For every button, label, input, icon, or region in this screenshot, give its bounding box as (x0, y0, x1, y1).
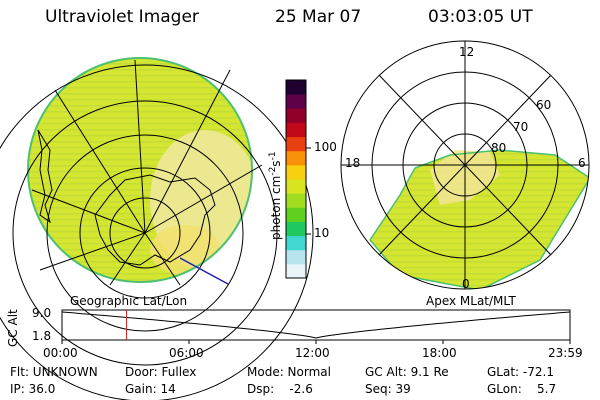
geo-auroral-image (28, 58, 252, 282)
apex-panel (340, 40, 590, 290)
apex-mlt-label-18: 18 (345, 156, 361, 170)
colorbar-band (286, 221, 306, 237)
colorbar-band (286, 122, 306, 138)
colorbar-band (286, 249, 306, 265)
altitude-plot-frame (61, 309, 571, 341)
time-label: 03:03:05 UT (428, 7, 533, 27)
colorbar-band (286, 164, 306, 180)
instrument-title: Ultraviolet Imager (45, 7, 199, 27)
info-door: Door: Fullex (125, 365, 197, 379)
info-glat: GLat: -72.1 (487, 365, 554, 379)
geographic-panel (0, 57, 314, 400)
altitude-plot (61, 309, 571, 344)
info-seq: Seq: 39 (365, 382, 411, 396)
info-flight: Flt: UNKNOWN (10, 365, 98, 379)
colorbar-band (286, 136, 306, 152)
date-label: 25 Mar 07 (275, 7, 362, 27)
colorbar-band (286, 207, 306, 222)
altitude-xtick-1800: 18:00 (422, 346, 457, 360)
geo-coastline-south-america (37, 129, 53, 224)
colorbar-band (286, 179, 306, 194)
apex-mlat-label-80: 80 (491, 141, 507, 155)
geo-image-edge (27, 57, 253, 283)
colorbar (285, 79, 311, 279)
info-ip: IP: 36.0 (10, 382, 56, 396)
colorbar-band (286, 108, 306, 123)
altitude-xtick-0000: 00:00 (43, 346, 78, 360)
info-gc-alt: GC Alt: 9.1 Re (365, 365, 449, 379)
geo-panel-label: Geographic Lat/Lon (70, 294, 188, 308)
altitude-ytick-1-8: 1.8 (32, 329, 52, 343)
colorbar-unit-label: photon cm-2s-1 (268, 151, 283, 240)
colorbar-label-10: 10 (314, 226, 330, 240)
altitude-xtick-1200: 12:00 (295, 346, 330, 360)
colorbar-frame (285, 79, 307, 279)
apex-mlt-label-12: 12 (459, 45, 475, 59)
altitude-ylabel: GC Alt (6, 309, 20, 347)
colorbar-band (286, 94, 306, 109)
apex-image-base (370, 150, 589, 289)
apex-mlt-label-6: 6 (578, 156, 586, 170)
altitude-ytick-9: 9.0 (32, 306, 52, 320)
info-mode: Mode: Normal (247, 365, 331, 379)
altitude-curve (61, 311, 571, 339)
geo-satellite-track (179, 257, 229, 285)
colorbar-band (286, 193, 306, 208)
colorbar-band (286, 80, 306, 95)
geo-coastline-antarctica (94, 174, 216, 266)
geo-latitude-grid (0, 64, 314, 400)
info-glon: GLon: 5.7 (487, 382, 557, 396)
apex-mlat-label-60: 60 (536, 98, 552, 112)
apex-mlat-label-70: 70 (513, 120, 529, 134)
colorbar-label-100: 100 (314, 140, 337, 154)
apex-panel-label: Apex MLat/MLT (426, 294, 516, 308)
info-dsp: Dsp: -2.6 (247, 382, 313, 396)
altitude-xtick-2359: 23:59 (548, 346, 583, 360)
colorbar-band (286, 150, 306, 166)
info-gain: Gain: 14 (125, 382, 176, 396)
apex-image-edge (369, 149, 589, 289)
altitude-xtick-0600: 06:00 (169, 346, 204, 360)
colorbar-band (286, 263, 306, 279)
apex-mlat-grid (340, 40, 590, 290)
colorbar-band (286, 235, 306, 251)
apex-mlt-label-0: 0 (462, 277, 470, 291)
